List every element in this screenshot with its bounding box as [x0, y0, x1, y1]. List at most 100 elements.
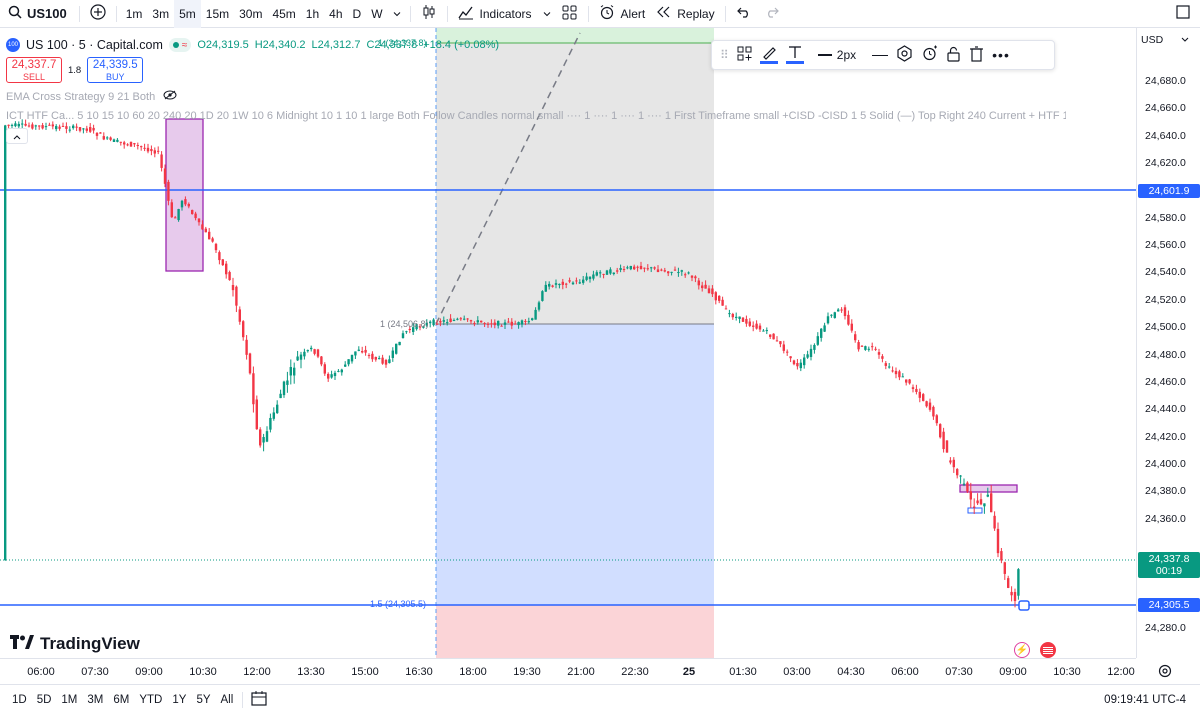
candle-body	[911, 387, 915, 389]
flag-us-icon[interactable]	[1040, 642, 1056, 658]
chart-type-button[interactable]	[415, 0, 443, 28]
indicators-label: Indicators	[479, 6, 532, 21]
candle-body	[269, 417, 272, 430]
candle-body	[401, 333, 405, 339]
indicators-dropdown[interactable]	[538, 0, 556, 28]
candle-body	[432, 319, 435, 326]
symbol-search-button[interactable]: US100	[0, 0, 75, 28]
candle-body	[425, 322, 428, 326]
range-5d[interactable]: 5D	[36, 693, 52, 706]
lock-icon[interactable]	[946, 46, 961, 65]
price-scale[interactable]: USD 24,680.0 24,660.0 24,640.0 24,620.0 24,5…	[1136, 28, 1200, 658]
candle-body	[255, 399, 258, 430]
candle-body	[915, 388, 918, 392]
fullscreen-button[interactable]	[1166, 0, 1200, 28]
candle-body	[31, 124, 34, 129]
candle-body	[72, 125, 75, 129]
replay-button[interactable]: Replay	[651, 0, 720, 28]
price-tick: 24,480.0	[1145, 348, 1186, 361]
range-1d[interactable]: 1D	[12, 693, 27, 706]
candle-body	[449, 318, 452, 323]
candle-body	[986, 494, 989, 497]
time-label: 10:30	[189, 666, 217, 678]
candle-body	[327, 373, 330, 379]
candle-body	[527, 321, 530, 323]
compare-add-button[interactable]	[84, 0, 112, 28]
candle-body	[282, 381, 286, 396]
go-to-date-button[interactable]	[251, 690, 267, 709]
currency-selector[interactable]: USD	[1141, 34, 1189, 46]
candle-body	[92, 127, 95, 131]
templates-button[interactable]	[556, 0, 584, 28]
timeframe-D[interactable]: D	[352, 6, 362, 21]
range-6m[interactable]: 6M	[113, 693, 130, 706]
hline-lower-price-label: 24,305.5	[1138, 598, 1200, 612]
indicator-ema[interactable]: EMA Cross Strategy 9 21 Both	[6, 90, 177, 103]
candle-body	[170, 202, 173, 218]
buy-button[interactable]: 24,339.5 BUY	[87, 57, 144, 83]
candle-body	[701, 285, 704, 289]
candle-body	[238, 309, 241, 322]
symbol-title[interactable]: US 100 · 5 · Capital.com	[26, 38, 163, 52]
add-alert-icon[interactable]	[921, 45, 938, 65]
line-color-icon[interactable]	[759, 44, 778, 67]
candle-body	[1000, 551, 1003, 561]
time-label: 15:00	[351, 666, 379, 678]
eye-off-icon[interactable]	[163, 90, 177, 103]
redo-button[interactable]	[758, 0, 786, 28]
time-scale[interactable]: 06:00 07:30 09:00 10:30 12:00 13:30 15:00 16:30…	[0, 658, 1136, 684]
line-style-icon[interactable]	[872, 54, 889, 56]
top-toolbar: US100 1m 3m 5m 15m 30m 45m 1h 4h D W Indicators	[0, 0, 1200, 28]
candle-body	[1003, 562, 1006, 574]
text-color-icon[interactable]	[785, 44, 804, 67]
tradingview-logo[interactable]: TradingView	[10, 634, 140, 654]
alert-button[interactable]: Alert	[593, 0, 652, 28]
replay-label: Replay	[677, 6, 715, 21]
timeframe-W[interactable]: W	[371, 6, 383, 21]
clock-timezone[interactable]: 09:19:41 UTC-4	[1104, 693, 1186, 706]
legend-collapse-button[interactable]	[6, 128, 28, 144]
timeframe-1h[interactable]: 1h	[305, 6, 320, 21]
drag-handle-icon[interactable]: ⠿	[720, 48, 729, 62]
candle-body	[949, 460, 952, 463]
market-status-badge[interactable]: ≈	[168, 38, 192, 52]
settings-icon[interactable]	[896, 45, 913, 65]
sell-button[interactable]: 24,337.7 SELL	[6, 57, 62, 83]
candle-body	[888, 366, 891, 368]
range-all[interactable]: All	[220, 693, 234, 706]
candle-body	[204, 228, 207, 233]
time-label: 07:30	[81, 666, 109, 678]
scale-settings-button[interactable]	[1158, 664, 1172, 683]
timeframe-30m[interactable]: 30m	[239, 6, 263, 21]
candle-body	[762, 330, 765, 332]
range-1y[interactable]: 1Y	[172, 693, 187, 706]
grey-zone	[436, 43, 714, 324]
candle-body	[629, 265, 632, 270]
timeframe-1m[interactable]: 1m	[125, 6, 143, 21]
range-1m[interactable]: 1M	[61, 693, 78, 706]
indicator-ict-htf[interactable]: ICT HTF Ca... 5 10 15 10 60 20 240 20 1D…	[6, 109, 1066, 122]
candle-body	[524, 320, 527, 322]
range-ytd[interactable]: YTD	[139, 693, 163, 706]
lightning-icon[interactable]: ⚡	[1014, 642, 1030, 658]
range-5y[interactable]: 5Y	[196, 693, 211, 706]
price-tick: 24,560.0	[1145, 239, 1186, 252]
undo-button[interactable]	[730, 0, 758, 28]
line-width-button[interactable]: 2px	[817, 48, 856, 62]
timeframe-4h[interactable]: 4h	[329, 6, 343, 21]
time-label: 12:00	[1107, 666, 1135, 678]
time-label: 16:30	[405, 666, 433, 678]
range-3m[interactable]: 3M	[87, 693, 104, 706]
timeframe-5m[interactable]: 5m	[174, 0, 201, 28]
timeframe-45m[interactable]: 45m	[272, 6, 296, 21]
trash-icon[interactable]	[969, 45, 984, 65]
timeframe-15m[interactable]: 15m	[205, 6, 230, 21]
timeframe-dropdown[interactable]	[388, 0, 406, 28]
stop-zone-blue	[436, 324, 714, 605]
more-icon[interactable]: •••	[992, 47, 1010, 63]
timeframe-3m[interactable]: 3m	[152, 6, 170, 21]
candle-body	[293, 367, 296, 376]
indicators-button[interactable]: Indicators	[452, 0, 538, 28]
add-to-favorites-icon[interactable]	[737, 46, 752, 64]
chart-pane[interactable]: 1 (24,506.8) 1.5 (24,305.5) 1 (24,337.8)	[0, 28, 1136, 658]
